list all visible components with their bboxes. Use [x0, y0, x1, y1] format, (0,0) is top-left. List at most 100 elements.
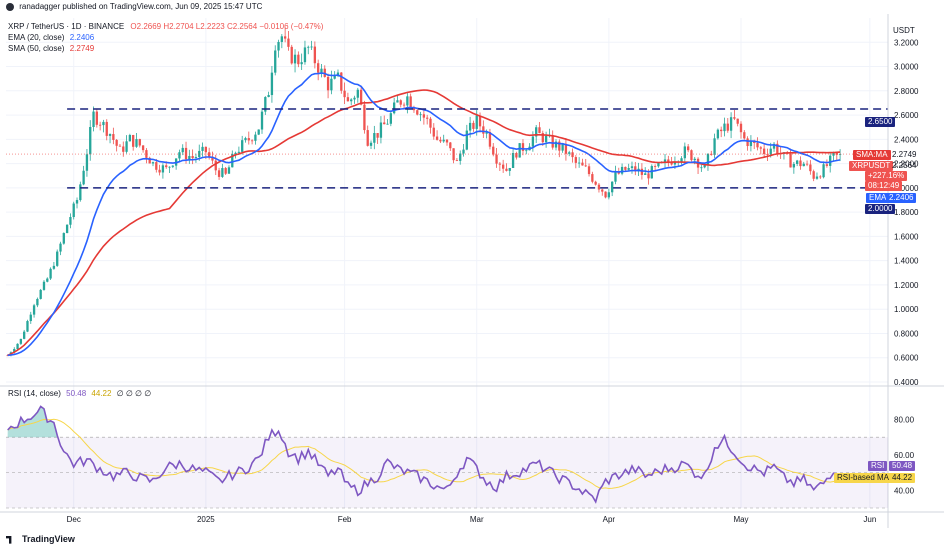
candle	[710, 150, 713, 156]
candle	[667, 155, 670, 167]
candle	[369, 140, 373, 150]
candle	[838, 149, 842, 162]
candle	[554, 139, 558, 151]
candle-body	[829, 155, 832, 166]
candle-body	[686, 146, 690, 151]
rsi-legend-value: 50.48	[66, 389, 87, 398]
candle	[584, 158, 587, 168]
countdown-tag: 08:12:49	[865, 181, 903, 191]
candle-body	[293, 54, 297, 64]
candle-body	[776, 143, 779, 154]
candle-body	[508, 167, 511, 171]
candle	[680, 156, 683, 165]
candle	[495, 147, 498, 168]
candle	[577, 157, 581, 168]
candle	[194, 153, 198, 163]
candle-body	[521, 143, 525, 151]
candle	[508, 167, 511, 176]
candle-body	[726, 123, 729, 131]
candle	[26, 319, 29, 333]
candle-body	[138, 139, 141, 146]
candle	[399, 99, 402, 108]
candle	[406, 91, 409, 114]
price-tick-label: 0.4000	[894, 378, 919, 387]
candle-body	[343, 90, 346, 98]
candle-body	[799, 160, 802, 167]
candle-body	[310, 46, 313, 48]
candle	[455, 158, 459, 162]
candle-body	[789, 153, 792, 168]
candle-body	[426, 117, 429, 119]
candle-body	[214, 160, 217, 171]
candle-body	[614, 171, 617, 182]
candle-body	[412, 107, 416, 111]
candle	[168, 166, 171, 173]
candle-body	[356, 89, 359, 98]
candle-body	[283, 36, 287, 39]
candle-body	[307, 46, 310, 48]
candle-body	[227, 167, 231, 174]
candle-body	[221, 168, 224, 177]
candle-body	[568, 152, 571, 154]
candle	[611, 181, 614, 197]
candle	[264, 96, 267, 115]
candle	[260, 108, 264, 134]
candle-body	[482, 126, 485, 134]
candle	[511, 148, 515, 169]
candle-body	[350, 99, 353, 102]
candle-body	[505, 168, 508, 171]
candle	[472, 120, 475, 132]
candle	[538, 122, 541, 134]
candle-body	[488, 132, 492, 147]
candle	[128, 133, 132, 142]
candle-body	[241, 140, 244, 152]
candle	[56, 249, 59, 267]
candle	[72, 201, 75, 220]
candle	[108, 133, 112, 144]
candle-body	[19, 338, 23, 344]
candle-body	[723, 123, 726, 132]
candle-body	[762, 148, 766, 155]
candle-body	[46, 278, 49, 282]
candle	[551, 130, 554, 150]
candle-body	[492, 146, 495, 155]
candle-body	[667, 159, 670, 162]
candle-body	[379, 122, 383, 138]
candle	[544, 131, 548, 148]
candle	[799, 156, 802, 170]
candle	[686, 143, 690, 153]
candle	[290, 44, 293, 65]
candle-body	[254, 134, 257, 141]
candle	[188, 149, 191, 164]
candle	[445, 139, 449, 146]
candle-body	[819, 176, 822, 178]
candle	[392, 97, 396, 115]
candle-body	[201, 146, 204, 151]
candles	[6, 27, 842, 357]
candle-body	[392, 102, 396, 114]
candle	[92, 106, 95, 132]
candle-body	[161, 165, 165, 173]
price-tick-label: 1.4000	[894, 257, 919, 266]
candle	[805, 160, 809, 167]
candle-body	[416, 110, 419, 115]
candle-body	[158, 169, 161, 173]
rsi-ma-tag-label: RSI-based MA	[834, 473, 893, 483]
time-tick-label: Jun	[863, 515, 876, 524]
candle-body	[72, 203, 75, 218]
candle-body	[13, 348, 16, 353]
candle-body	[181, 147, 184, 153]
candle-body	[402, 104, 406, 106]
candle-body	[604, 191, 607, 198]
candle	[756, 137, 759, 151]
price-tick-label: 3.0000	[894, 63, 919, 72]
candle-body	[525, 150, 528, 152]
candle-body	[630, 166, 634, 169]
candle	[277, 39, 280, 58]
candle	[227, 165, 231, 174]
candle-body	[132, 135, 135, 147]
candle	[69, 213, 72, 229]
candle-body	[108, 134, 112, 136]
price-tick-label: 3.2000	[894, 38, 919, 47]
